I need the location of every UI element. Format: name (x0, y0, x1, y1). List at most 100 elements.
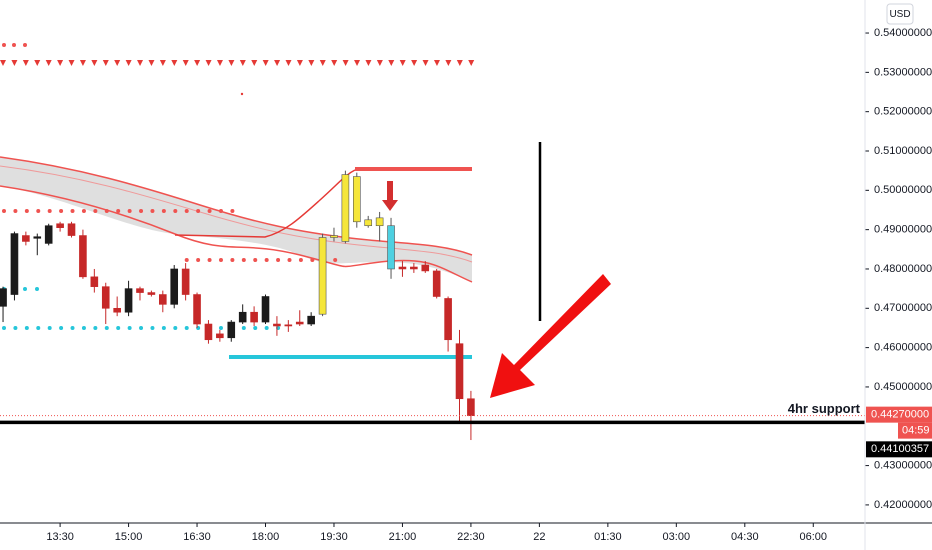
candle-body (44, 225, 53, 244)
plot (0, 170, 475, 441)
triangle (274, 60, 281, 66)
dot (184, 326, 189, 330)
candle-body (90, 276, 99, 287)
dot (36, 326, 41, 330)
dot (173, 209, 178, 213)
candle-body (124, 288, 133, 313)
dot (104, 326, 109, 330)
dot (184, 258, 189, 262)
dot (184, 209, 189, 213)
candle-body (387, 225, 395, 270)
y-tick-label: 0.49000000 (874, 224, 932, 236)
dot (150, 209, 155, 213)
triangle (468, 60, 475, 66)
ribbon-upper (0, 156, 473, 256)
candle-body (318, 237, 327, 315)
dot (47, 326, 52, 330)
triangle (354, 60, 361, 66)
y-tick-label: 0.52000000 (874, 106, 932, 118)
dot (241, 326, 246, 330)
x-tick-label: 15:00 (115, 531, 143, 543)
support-label: 4hr support (788, 401, 861, 416)
x-tick-label: 03:00 (663, 531, 691, 543)
dot (240, 92, 244, 96)
triangle (57, 60, 64, 66)
dot (116, 326, 121, 330)
dot (139, 326, 144, 330)
candle-body (421, 264, 430, 272)
candle-body (10, 233, 19, 295)
y-tick-label: 0.43000000 (874, 459, 932, 471)
dot (264, 326, 269, 330)
dot (47, 209, 52, 213)
x-tick-label: 18:00 (252, 531, 280, 543)
candle-body (295, 321, 304, 325)
x-tick-label: 19:30 (320, 531, 348, 543)
triangle (365, 60, 372, 66)
pointer-arrow (490, 274, 611, 398)
dot (35, 287, 39, 291)
x-tick-label: 04:30 (731, 531, 759, 543)
dot (298, 258, 303, 262)
dot (173, 326, 178, 330)
dot (241, 258, 246, 262)
triangle (79, 60, 86, 66)
triangle (45, 60, 52, 66)
dot (59, 326, 64, 330)
x-tick-label: 16:30 (183, 531, 211, 543)
triangle (171, 60, 178, 66)
triangle (68, 60, 75, 66)
triangle (228, 60, 235, 66)
y-tick-label: 0.47000000 (874, 302, 932, 314)
candle-body (273, 323, 281, 327)
candle-body (113, 307, 121, 313)
x-tick-label: 22:30 (457, 531, 485, 543)
y-tick-label: 0.51000000 (874, 145, 932, 157)
dot (127, 326, 132, 330)
triangle (137, 60, 144, 66)
candle-body (353, 176, 361, 223)
candle-body (341, 174, 350, 242)
candle-body (330, 235, 338, 238)
triangle (342, 60, 349, 66)
triangle (285, 60, 292, 66)
triangle (216, 60, 223, 66)
triangle (296, 60, 303, 66)
indicator-dots (0, 43, 475, 330)
triangle (262, 60, 269, 66)
dot (139, 209, 144, 213)
dot (2, 326, 6, 330)
candle-body (455, 343, 464, 400)
dot (12, 43, 16, 47)
currency-box[interactable] (886, 3, 914, 25)
dot (23, 43, 27, 47)
candle-body (307, 315, 315, 325)
dot (36, 209, 41, 213)
last-price-box (866, 406, 932, 423)
candle-body (33, 236, 42, 239)
dot (93, 326, 98, 330)
countdown-box (898, 422, 932, 439)
y-tick-label: 0.48000000 (874, 263, 932, 275)
triangle (11, 60, 18, 66)
candle-body (410, 266, 418, 270)
triangle (205, 60, 212, 66)
dot (24, 209, 29, 213)
triangle (445, 60, 452, 66)
candle-body (56, 223, 64, 228)
dot (70, 326, 75, 330)
triangle (422, 60, 429, 66)
triangle (433, 60, 440, 66)
x-tick-label: 01:30 (594, 531, 622, 543)
triangle (114, 60, 121, 66)
dot (70, 209, 75, 213)
dot (276, 258, 281, 262)
y-tick-label: 0.46000000 (874, 342, 932, 354)
candle-body (181, 268, 190, 295)
y-tick-label: 0.45000000 (874, 381, 932, 393)
x-tick-label: 21:00 (389, 531, 417, 543)
dot (218, 209, 223, 213)
candle-body (284, 324, 293, 327)
triangle (125, 60, 132, 66)
